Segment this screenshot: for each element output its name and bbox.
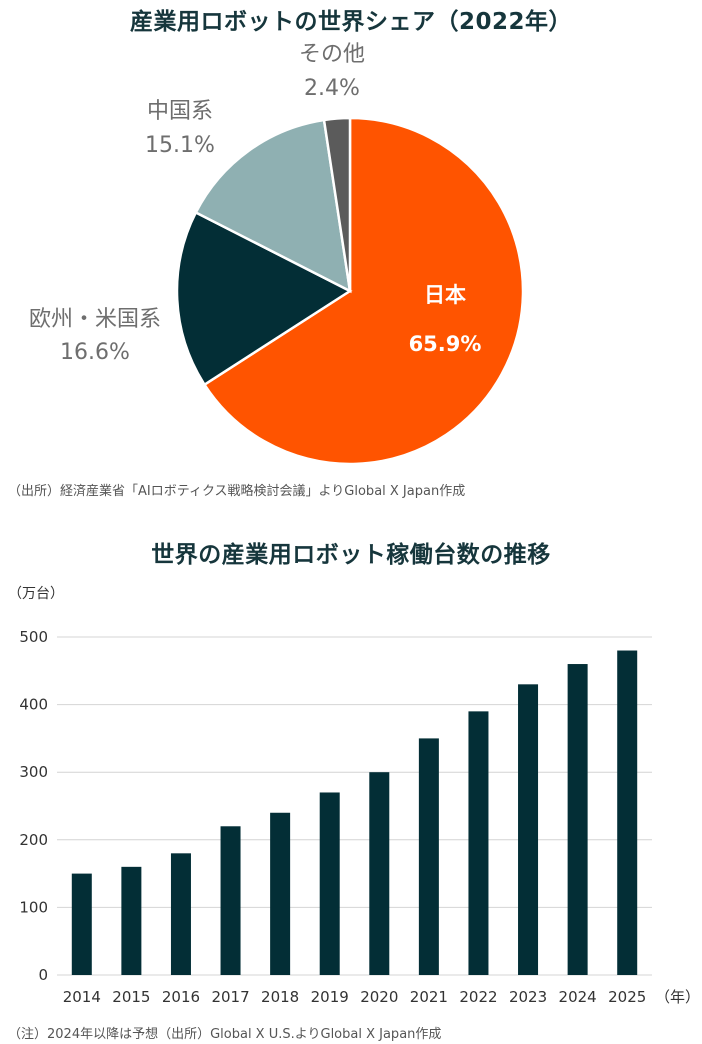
x-tick-label: 2018 <box>261 988 299 1006</box>
pie-chart-title: 産業用ロボットの世界シェア（2022年） <box>129 9 572 35</box>
pie-source-note: （出所）経済産業省「AIロボティクス戦略検討会議」よりGlobal X Japa… <box>8 484 466 499</box>
pie-value-china: 15.1% <box>145 133 215 158</box>
pie-label-china: 中国系 <box>147 99 213 124</box>
x-tick-label: 2022 <box>459 988 497 1006</box>
pie-chart: 日本 65.9% 欧州・米国系 16.6% 中国系 15.1% その他 2.4% <box>29 42 525 466</box>
y-tick-label: 300 <box>19 763 48 781</box>
bar-2014 <box>71 873 92 975</box>
bar-2018 <box>270 812 291 975</box>
x-tick-label: 2015 <box>112 988 150 1006</box>
pie-label-other: その他 <box>299 42 365 67</box>
bar-2022 <box>468 711 489 975</box>
x-tick-label: 2024 <box>559 988 597 1006</box>
y-tick-label: 200 <box>19 831 48 849</box>
x-tick-label: 2025 <box>608 988 646 1006</box>
x-axis-unit: （年） <box>655 988 700 1006</box>
y-tick-label: 100 <box>19 898 48 916</box>
x-tick-label: 2023 <box>509 988 547 1006</box>
bar-chart-title: 世界の産業用ロボット稼働台数の推移 <box>151 542 551 568</box>
bar-2023 <box>518 684 539 975</box>
pie-slice-china <box>194 118 352 294</box>
bar-2016 <box>170 853 191 975</box>
pie-slice-europe-us <box>175 210 353 387</box>
y-tick-label: 500 <box>19 628 48 646</box>
pie-slice-other <box>322 116 352 292</box>
pie-value-europe-us: 16.6% <box>60 340 130 365</box>
pie-label-japan: 日本 <box>424 283 466 307</box>
bar-2017 <box>220 826 241 975</box>
y-tick-label: 400 <box>19 696 48 714</box>
bar-2019 <box>319 792 340 975</box>
x-tick-label: 2020 <box>360 988 398 1006</box>
x-tick-label: 2017 <box>211 988 249 1006</box>
bar-2020 <box>369 772 390 975</box>
x-tick-label: 2021 <box>410 988 448 1006</box>
bar-2015 <box>121 866 142 975</box>
pie-label-europe-us: 欧州・米国系 <box>29 307 161 332</box>
bar-2024 <box>567 664 588 975</box>
pie-value-other: 2.4% <box>304 76 360 101</box>
pie-slice-japan <box>202 116 525 466</box>
bar-chart: （万台） 0 100 200 300 400 500 2014 2015 2016 2017 20… <box>8 586 700 1006</box>
y-axis-unit: （万台） <box>8 586 64 602</box>
bar-2021 <box>418 738 439 975</box>
bar-source-note: （注）2024年以降は予想（出所）Global X U.S.よりGlobal X… <box>8 1027 442 1042</box>
x-tick-label: 2016 <box>162 988 200 1006</box>
pie-value-japan: 65.9% <box>409 332 482 356</box>
x-tick-label: 2019 <box>311 988 349 1006</box>
bar-2025 <box>617 650 638 975</box>
x-tick-label: 2014 <box>63 988 101 1006</box>
y-tick-label: 0 <box>38 966 48 984</box>
